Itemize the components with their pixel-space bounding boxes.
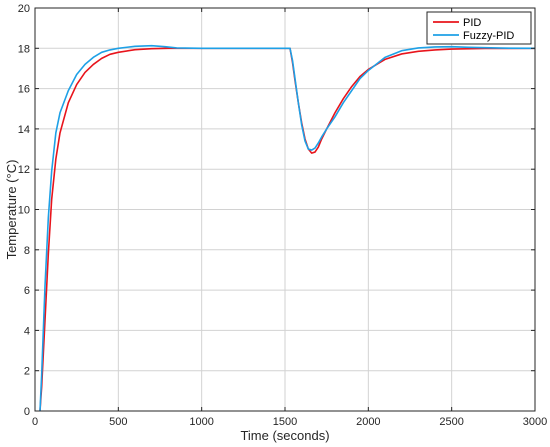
y-axis-label: Temperature (°C) (4, 160, 19, 260)
legend-entry-label: Fuzzy-PID (463, 30, 514, 42)
y-tick-label: 4 (24, 325, 30, 337)
x-axis-label: Time (seconds) (240, 428, 329, 443)
y-tick-label: 8 (24, 245, 30, 257)
series-line-fuzzy-pid (39, 44, 536, 412)
legend-entry-label: PID (463, 17, 481, 29)
y-tick-label: 0 (24, 406, 30, 418)
tick-marks (34, 7, 536, 412)
x-tick-label: 500 (109, 416, 127, 428)
x-tick-label: 1500 (273, 416, 297, 428)
x-tick-label: 2000 (356, 416, 380, 428)
y-tick-label: 18 (18, 43, 30, 55)
tick-labels: 0 500 1000 1500 2000 2500 3000 0 2 4 6 8 10 12 14 16 18 2… (18, 3, 547, 428)
x-tick-label: 3000 (523, 416, 547, 428)
x-tick-label: 1000 (189, 416, 213, 428)
y-tick-label: 14 (18, 124, 30, 136)
y-tick-label: 12 (18, 164, 30, 176)
y-tick-label: 10 (18, 205, 30, 217)
y-tick-label: 2 (24, 366, 30, 378)
series-group (39, 44, 536, 412)
x-tick-label: 2500 (439, 416, 463, 428)
legend-box (426, 11, 532, 45)
x-tick-label: 0 (32, 416, 38, 428)
y-tick-label: 16 (18, 84, 30, 96)
y-tick-label: 20 (18, 3, 30, 15)
y-tick-label: 6 (24, 285, 30, 297)
